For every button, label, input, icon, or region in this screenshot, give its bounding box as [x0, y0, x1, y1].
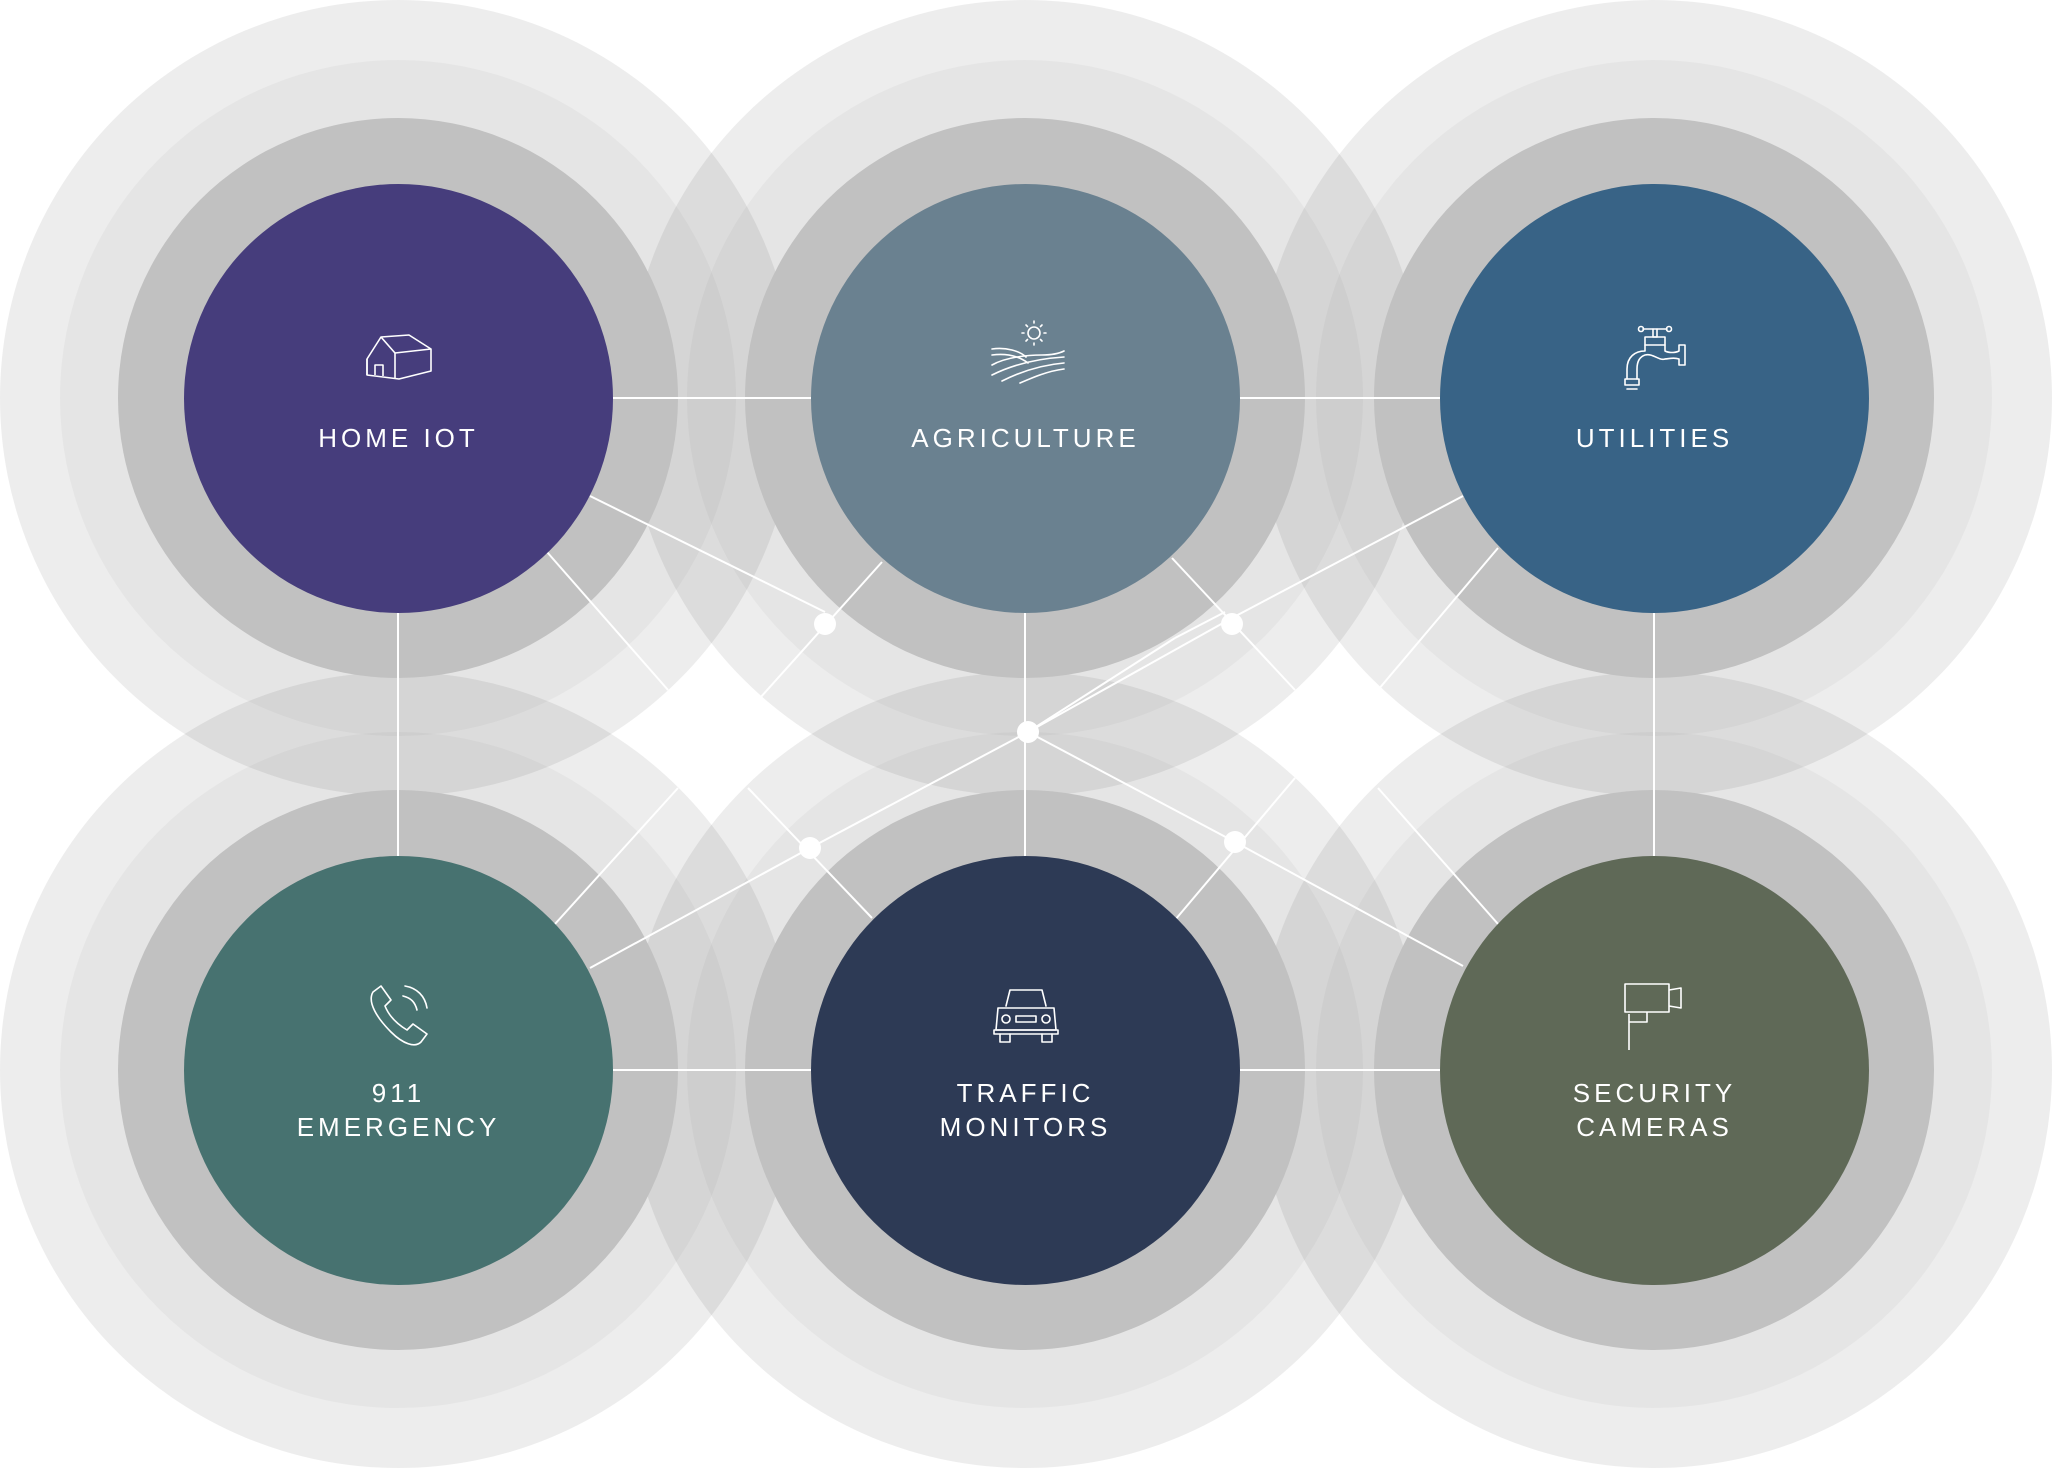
- faucet-icon: [1615, 319, 1695, 399]
- node-label: UTILITIES: [1575, 422, 1734, 453]
- node-traffic-monitors[interactable]: TRAFFIC MONITORS: [811, 856, 1240, 1285]
- connector-line: [1377, 547, 1499, 691]
- junction-dot: [1224, 831, 1246, 853]
- connector-line: [1231, 495, 1464, 619]
- node-utilities[interactable]: UTILITIES: [1440, 184, 1869, 613]
- house-icon: [359, 319, 439, 399]
- junction-dot: [1017, 721, 1039, 743]
- node-label: SECURITY CAMERAS: [1572, 1077, 1737, 1142]
- connector-line: [589, 847, 811, 969]
- connector-line: [1234, 841, 1464, 967]
- farm-field-icon: [986, 319, 1066, 399]
- security-camera-icon: [1615, 974, 1695, 1054]
- node-label: AGRICULTURE: [911, 422, 1140, 453]
- junction-dot: [814, 613, 836, 635]
- connector-line: [546, 551, 669, 691]
- node-home-iot[interactable]: HOME IOT: [184, 184, 613, 613]
- connector-line: [809, 731, 1029, 849]
- node-label: TRAFFIC MONITORS: [939, 1077, 1112, 1142]
- phone-icon: [359, 974, 439, 1054]
- connector-line: [1027, 617, 1233, 733]
- connector-line: [1377, 787, 1499, 925]
- connector-line: [1027, 637, 1176, 733]
- connector-line: [554, 787, 679, 925]
- node-security-cameras[interactable]: SECURITY CAMERAS: [1440, 856, 1869, 1285]
- node-label: HOME IOT: [318, 422, 479, 453]
- node-911-emergency[interactable]: 911 EMERGENCY: [184, 856, 613, 1285]
- junction-dot: [799, 837, 821, 859]
- car-icon: [986, 974, 1066, 1054]
- node-agriculture[interactable]: AGRICULTURE: [811, 184, 1240, 613]
- connector-line: [1027, 731, 1236, 843]
- connector-line: [589, 495, 826, 613]
- junction-dot: [1221, 613, 1243, 635]
- connector-line: [1174, 611, 1226, 639]
- node-label: 911 EMERGENCY: [296, 1077, 501, 1142]
